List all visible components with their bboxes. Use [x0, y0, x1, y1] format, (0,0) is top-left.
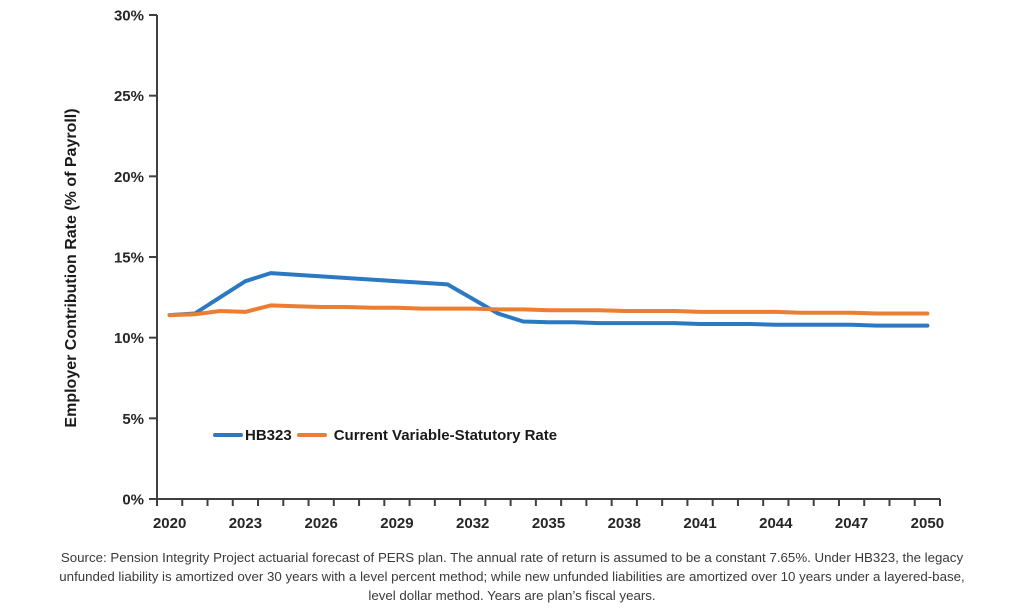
- source-note-line: level dollar method. Years are plan’s fi…: [368, 587, 656, 603]
- source-note: Source: Pension Integrity Project actuar…: [32, 549, 992, 606]
- svg-text:2032: 2032: [456, 515, 489, 532]
- svg-text:2020: 2020: [153, 515, 186, 532]
- svg-text:2041: 2041: [683, 515, 716, 532]
- legend-label-hb323: HB323: [245, 426, 292, 444]
- svg-text:2035: 2035: [532, 515, 565, 532]
- chart-canvas: 0% 5% 10% 15% 20% 25% 30% 2020 2023 2026 2029 2032 2…: [114, 8, 944, 533]
- svg-text:2026: 2026: [304, 515, 337, 532]
- svg-text:5%: 5%: [122, 411, 144, 428]
- svg-text:2029: 2029: [380, 515, 413, 532]
- svg-text:25%: 25%: [114, 88, 144, 105]
- source-note-line: unfunded liability is amortized over 30 …: [59, 568, 965, 584]
- svg-text:2038: 2038: [608, 515, 641, 532]
- legend-line-swatch-current-rate: [296, 433, 327, 437]
- svg-text:20%: 20%: [114, 169, 144, 186]
- svg-text:2050: 2050: [911, 515, 944, 532]
- svg-text:2023: 2023: [229, 515, 262, 532]
- source-note-line: Source: Pension Integrity Project actuar…: [60, 550, 964, 565]
- legend-label-current-rate: Current Variable-Statutory Rate: [333, 426, 558, 444]
- svg-text:15%: 15%: [114, 250, 144, 267]
- svg-text:2047: 2047: [835, 515, 868, 532]
- y-axis-title: Employer Contribution Rate (% of Payroll…: [63, 108, 80, 428]
- svg-text:10%: 10%: [114, 330, 144, 347]
- svg-text:2044: 2044: [759, 515, 793, 532]
- chart-legend: HB323 Current Variable-Statutory Rate: [213, 426, 558, 444]
- legend-line-swatch-hb323: [213, 433, 243, 437]
- svg-text:0%: 0%: [122, 492, 144, 509]
- svg-text:30%: 30%: [114, 8, 144, 25]
